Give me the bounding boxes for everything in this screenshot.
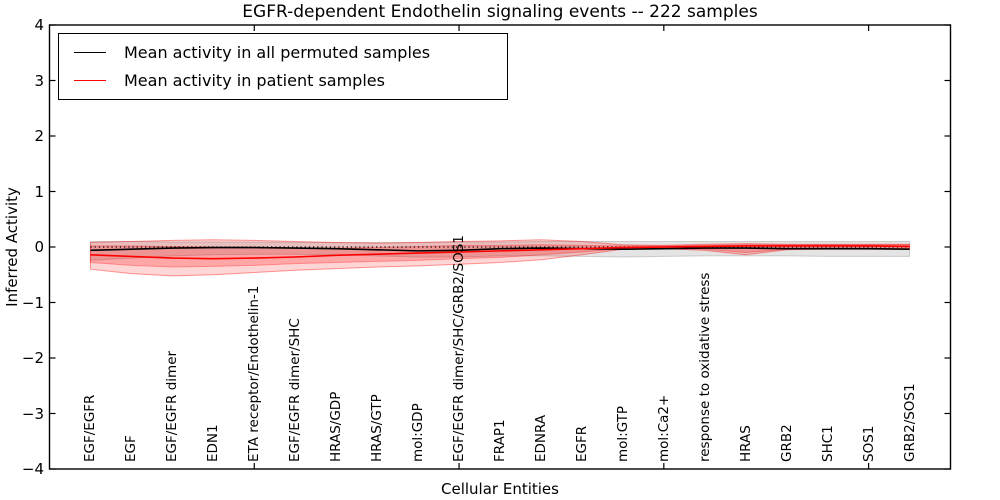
legend-label-permuted: Mean activity in all permuted samples: [124, 43, 431, 62]
x-tick-label: GRB2/SOS1: [901, 383, 918, 462]
y-tick-label: 4: [34, 16, 44, 34]
x-tick-label: SHC1: [819, 425, 836, 462]
y-tick-label: 3: [34, 71, 44, 90]
x-tick-label: HRAS/GTP: [369, 394, 386, 462]
y-tick-label: −4: [21, 460, 44, 478]
x-tick-label: mol:Ca2+: [655, 394, 672, 462]
x-tick-label: response to oxidative stress: [696, 272, 713, 462]
x-tick-label: HRAS/GDP: [328, 391, 345, 462]
x-tick-label: EGF/EGFR dimer: [164, 350, 181, 462]
x-tick-label: EGF/EGFR dimer/SHC/GRB2/SOS1: [451, 235, 468, 462]
permuted-mean-line: [90, 246, 910, 252]
y-tick-label: 1: [34, 182, 44, 201]
patient-line-swatch: [74, 80, 106, 81]
x-tick-label: SOS1: [860, 425, 877, 462]
x-tick-label: EGF/EGFR dimer/SHC: [287, 318, 304, 462]
x-tick-label: HRAS: [737, 425, 754, 462]
legend: Mean activity in all permuted samples Me…: [58, 33, 508, 100]
x-tick-label: EDNRA: [532, 414, 549, 462]
y-tick-label: 2: [34, 127, 44, 145]
x-tick-label: GRB2: [778, 424, 795, 462]
x-axis-label: Cellular Entities: [441, 480, 559, 498]
y-tick-label: −2: [21, 349, 44, 367]
x-tick-label: FRAP1: [492, 419, 508, 462]
x-tick-label: EGF/EGFR: [82, 394, 99, 462]
chart-title: EGFR-dependent Endothelin signaling even…: [242, 2, 758, 22]
legend-label-patient: Mean activity in patient samples: [124, 71, 385, 90]
patient-mean-line: [90, 245, 910, 260]
y-tick-label: 0: [34, 238, 44, 256]
y-tick-label: −3: [21, 404, 44, 423]
x-tick-label: ETA receptor/Endothelin-1: [246, 285, 263, 462]
x-tick-label: mol:GTP: [614, 405, 631, 462]
legend-item-permuted: Mean activity in all permuted samples: [74, 43, 507, 62]
permuted-line-swatch: [74, 52, 106, 53]
y-tick-label: −1: [21, 293, 44, 312]
x-tick-label: mol:GDP: [410, 403, 427, 462]
x-tick-label: EDN1: [205, 424, 222, 462]
legend-item-patient: Mean activity in patient samples: [74, 71, 507, 90]
x-tick-label: EGFR: [573, 425, 590, 462]
x-tick-label: EGF: [123, 435, 140, 462]
